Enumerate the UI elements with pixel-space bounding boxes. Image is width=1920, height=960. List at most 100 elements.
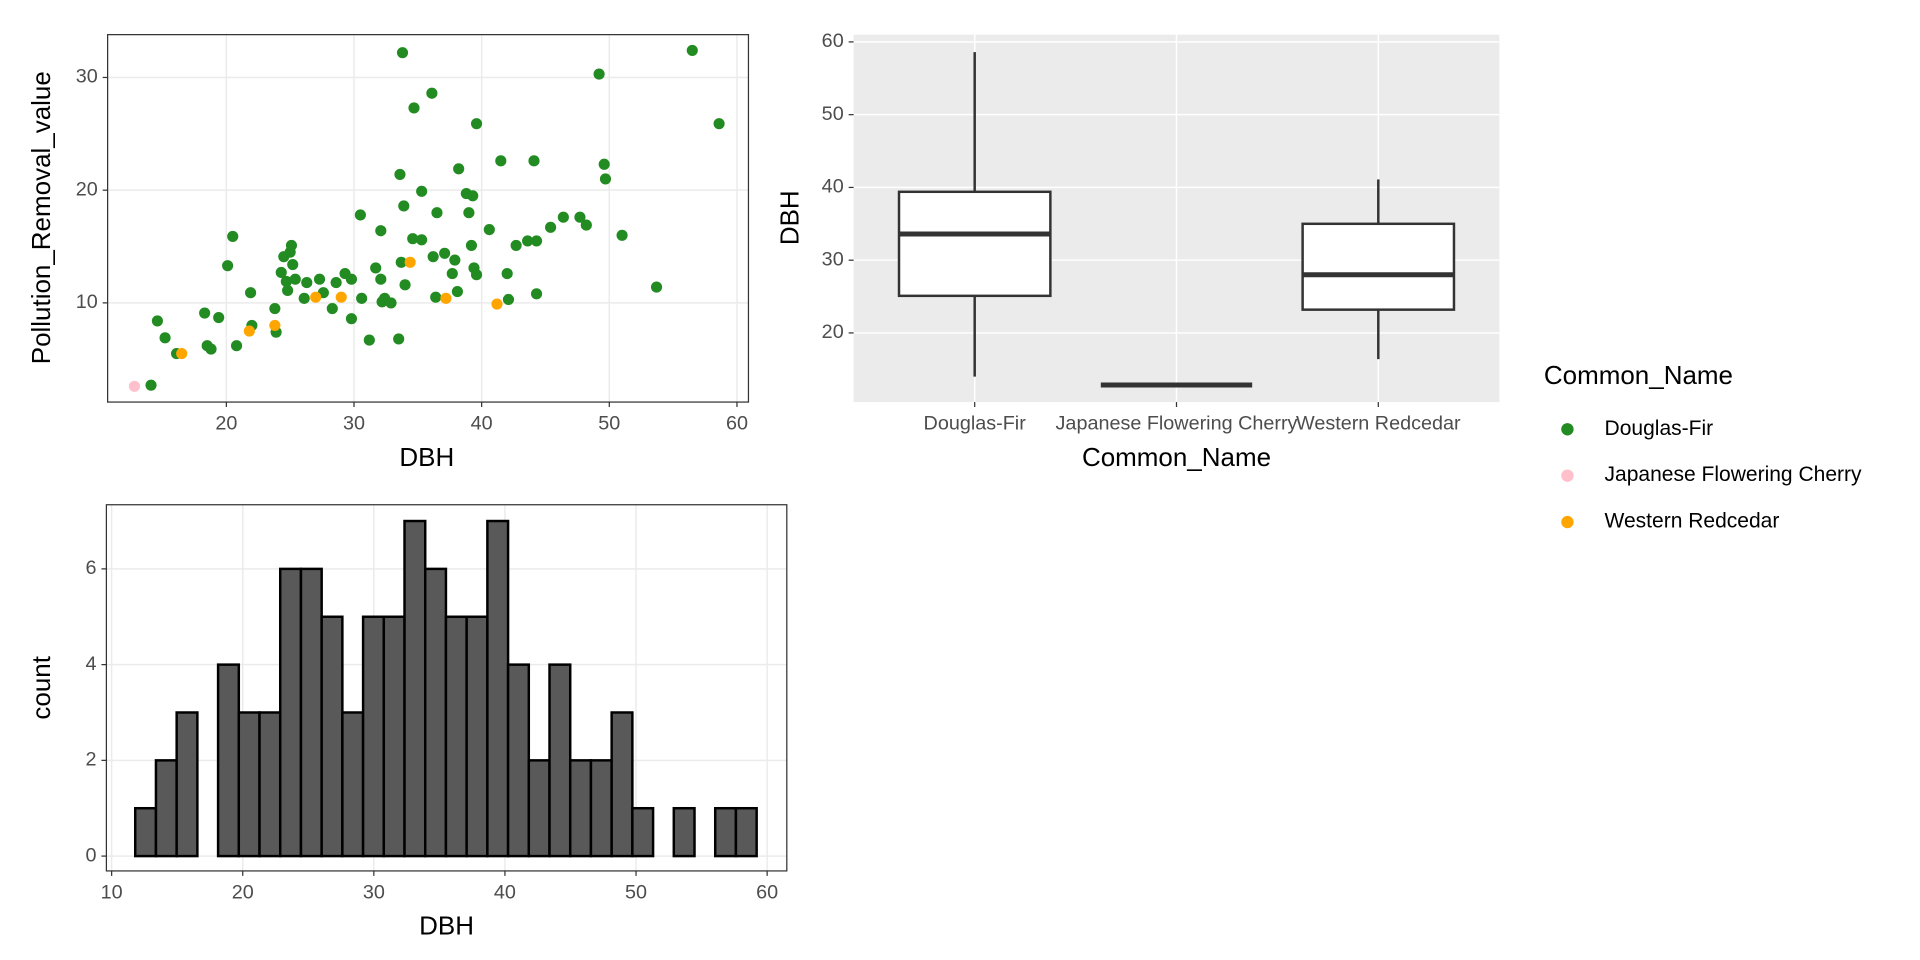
x-axis-title: DBH: [419, 911, 474, 941]
y-tick-label: 40: [822, 176, 844, 198]
point: [363, 334, 375, 346]
point: [205, 343, 217, 355]
point: [483, 224, 495, 236]
legend-label: Douglas-Fir: [1605, 417, 1714, 440]
point: [176, 348, 188, 360]
point: [213, 311, 225, 324]
point: [396, 47, 409, 59]
bar: [734, 806, 758, 858]
bar: [278, 567, 303, 858]
bar: [423, 567, 448, 858]
point: [282, 284, 294, 297]
bar: [154, 759, 178, 858]
point: [275, 266, 287, 279]
box: [897, 190, 1052, 298]
y-tick-label: 10: [76, 291, 98, 313]
point: [289, 273, 301, 285]
x-tick-label: 10: [101, 881, 123, 903]
y-tick-label: 30: [76, 66, 98, 88]
point: [426, 87, 438, 99]
point: [557, 211, 569, 223]
point: [467, 190, 479, 202]
point: [427, 251, 439, 263]
point: [269, 319, 281, 331]
point: [375, 225, 387, 237]
x-tick-label: 60: [726, 413, 748, 435]
point: [375, 273, 387, 285]
bar: [216, 663, 241, 858]
y-tick-label: 50: [822, 103, 844, 125]
panel-border: [105, 504, 788, 872]
point: [354, 209, 366, 221]
point: [285, 239, 298, 251]
point: [408, 102, 420, 114]
bar: [258, 711, 282, 858]
point: [713, 118, 725, 130]
point: [502, 293, 515, 306]
point: [431, 207, 443, 219]
point: [495, 155, 507, 167]
legend-label: Western Redcedar: [1605, 510, 1780, 533]
point: [399, 279, 411, 291]
y-tick-label: 60: [822, 30, 844, 52]
point: [394, 168, 406, 180]
point: [598, 158, 610, 170]
point: [395, 256, 407, 268]
point: [574, 211, 586, 223]
point: [528, 155, 540, 167]
bar: [568, 759, 593, 858]
bar: [382, 615, 406, 858]
point: [230, 340, 243, 352]
bar: [589, 759, 613, 858]
bar: [341, 711, 365, 858]
y-tick-label: 20: [76, 178, 98, 200]
point: [245, 287, 257, 299]
point: [345, 273, 358, 285]
bar: [175, 711, 199, 858]
y-tick-label: 20: [822, 321, 844, 343]
x-tick-label: Japanese Flowering Cherry: [1056, 413, 1298, 435]
point: [530, 288, 543, 300]
x-tick-label: 40: [494, 881, 516, 903]
point: [686, 44, 698, 56]
bar: [403, 519, 427, 858]
point: [491, 298, 503, 310]
x-tick-label: 30: [363, 881, 385, 903]
point: [356, 292, 368, 304]
point: [301, 277, 313, 289]
x-tick-label: 50: [598, 413, 620, 435]
point: [280, 275, 292, 288]
point: [326, 302, 338, 315]
legend-marker: [1561, 423, 1574, 436]
point: [439, 247, 451, 259]
point: [440, 292, 452, 304]
point: [269, 302, 281, 315]
point: [501, 268, 513, 280]
point: [330, 277, 342, 289]
y-tick-label: 4: [85, 653, 96, 675]
bar: [506, 663, 531, 858]
y-tick-label: 0: [85, 844, 96, 866]
legend-marker: [1561, 515, 1574, 529]
y-tick-label: 30: [822, 248, 844, 270]
point: [449, 254, 461, 266]
x-tick-label: 30: [343, 413, 365, 435]
bar: [237, 711, 261, 858]
point: [243, 325, 255, 337]
bar: [361, 615, 386, 858]
point: [404, 256, 416, 268]
point: [470, 118, 483, 130]
legend-marker: [1561, 469, 1574, 482]
point: [616, 229, 628, 241]
point: [222, 260, 234, 272]
y-axis-title: Pollution_Removal_value: [26, 71, 56, 364]
point: [453, 163, 465, 175]
bar: [672, 806, 696, 858]
point: [370, 262, 382, 274]
point: [128, 380, 141, 392]
point: [407, 233, 419, 245]
x-tick-label: Douglas-Fir: [924, 413, 1027, 435]
point: [345, 313, 358, 325]
point: [151, 315, 163, 327]
point: [463, 207, 475, 219]
